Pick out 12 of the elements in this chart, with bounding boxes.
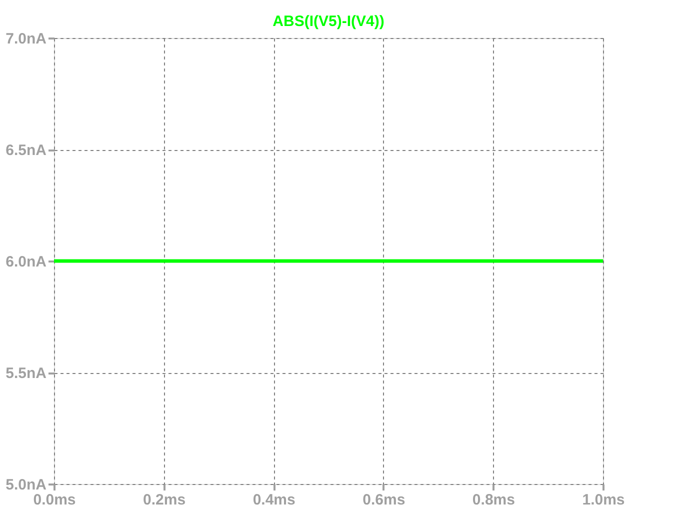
x-tick-label: 1.0ms xyxy=(582,492,625,508)
x-tick-label: 0.6ms xyxy=(362,492,406,508)
y-tick-label: 7.0nA xyxy=(6,30,47,48)
x-tick-label: 0.0ms xyxy=(33,492,76,508)
x-tick-label: 0.2ms xyxy=(143,492,186,508)
text: ABS(I(V5)-I(V4)) xyxy=(272,13,384,30)
y-tick-label: 6.5nA xyxy=(6,142,47,159)
y-tick-label: 5.0nA xyxy=(6,476,47,494)
x-tick-label: 0.8ms xyxy=(472,492,515,508)
y-tick-label: 6.0nA xyxy=(6,254,47,270)
y-tick-label: 5.5nA xyxy=(6,365,47,382)
x-tick-label: 0.4ms xyxy=(252,492,296,508)
